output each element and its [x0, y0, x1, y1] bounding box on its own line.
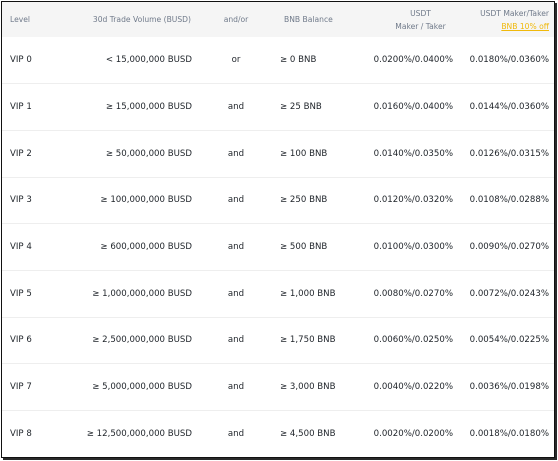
table-row: VIP 3 ≥ 100,000,000 BUSD and ≥ 250 BNB 0…	[2, 177, 554, 224]
table-row: VIP 7 ≥ 5,000,000,000 BUSD and ≥ 3,000 B…	[2, 364, 554, 411]
cell-level: VIP 1	[10, 102, 32, 113]
header-usdt-maker-taker: USDT Maker / Taker	[366, 2, 457, 37]
cell-usdt-fee: 0.0040%/0.0220%	[373, 382, 453, 393]
table-row: VIP 1 ≥ 15,000,000 BUSD and ≥ 25 BNB 0.0…	[2, 84, 554, 131]
cell-level: VIP 3	[10, 195, 32, 206]
cell-and-or: and	[227, 288, 245, 299]
bnb-discount-link[interactable]: BNB 10% off	[501, 21, 549, 31]
cell-usdt-discount-fee: 0.0072%/0.0243%	[469, 288, 549, 299]
cell-usdt-fee: 0.0020%/0.0200%	[373, 429, 453, 440]
cell-bnb-balance: ≥ 1,750 BNB	[280, 335, 336, 346]
cell-usdt-fee: 0.0160%/0.0400%	[373, 102, 453, 113]
cell-trade-volume: ≥ 100,000,000 BUSD	[100, 195, 192, 206]
cell-and-or: and	[227, 429, 245, 440]
header-trade-volume: 30d Trade Volume (BUSD)	[92, 15, 191, 24]
table-row: VIP 6 ≥ 2,500,000,000 BUSD and ≥ 1,750 B…	[2, 317, 554, 364]
cell-usdt-discount-fee: 0.0144%/0.0360%	[469, 102, 549, 113]
table-header: Level 30d Trade Volume (BUSD) and/or BNB…	[2, 2, 554, 37]
cell-trade-volume: ≥ 600,000,000 BUSD	[100, 242, 192, 253]
cell-usdt-fee: 0.0100%/0.0300%	[373, 242, 453, 253]
header-and-or: and/or	[223, 15, 249, 24]
header-level: Level	[10, 15, 31, 24]
cell-level: VIP 0	[10, 55, 32, 66]
header-usdt-line1: USDT	[410, 8, 431, 18]
table-row: VIP 4 ≥ 600,000,000 BUSD and ≥ 500 BNB 0…	[2, 224, 554, 271]
cell-usdt-discount-fee: 0.0036%/0.0198%	[469, 382, 549, 393]
cell-usdt-fee: 0.0060%/0.0250%	[373, 335, 453, 346]
header-usdt-line2: Maker / Taker	[395, 21, 446, 31]
header-row: Level 30d Trade Volume (BUSD) and/or BNB…	[2, 2, 554, 37]
cell-and-or: and	[227, 195, 245, 206]
cell-usdt-fee: 0.0120%/0.0320%	[373, 195, 453, 206]
cell-level: VIP 7	[10, 382, 32, 393]
cell-bnb-balance: ≥ 500 BNB	[280, 242, 328, 253]
cell-level: VIP 8	[10, 429, 32, 440]
cell-usdt-discount-fee: 0.0054%/0.0225%	[469, 335, 549, 346]
header-discount-line1: USDT Maker/Taker	[480, 8, 549, 18]
table-row: VIP 2 ≥ 50,000,000 BUSD and ≥ 100 BNB 0.…	[2, 130, 554, 178]
cell-bnb-balance: ≥ 250 BNB	[280, 195, 328, 206]
cell-usdt-fee: 0.0080%/0.0270%	[373, 288, 453, 299]
cell-usdt-fee: 0.0200%/0.0400%	[373, 55, 453, 66]
cell-trade-volume: ≥ 12,500,000,000 BUSD	[86, 429, 192, 440]
cell-trade-volume: < 15,000,000 BUSD	[105, 55, 192, 66]
header-usdt-discount: USDT Maker/Taker BNB 10% off	[457, 2, 554, 37]
cell-trade-volume: ≥ 2,500,000,000 BUSD	[92, 335, 192, 346]
header-bnb-balance: BNB Balance	[284, 15, 333, 24]
cell-trade-volume: ≥ 1,000,000,000 BUSD	[92, 288, 192, 299]
cell-level: VIP 4	[10, 242, 32, 253]
cell-usdt-discount-fee: 0.0108%/0.0288%	[469, 195, 549, 206]
cell-trade-volume: ≥ 5,000,000,000 BUSD	[92, 382, 192, 393]
cell-level: VIP 5	[10, 288, 32, 299]
table-body: VIP 0 < 15,000,000 BUSD or ≥ 0 BNB 0.020…	[2, 37, 554, 457]
cell-and-or: and	[227, 335, 245, 346]
cell-bnb-balance: ≥ 0 BNB	[280, 55, 317, 66]
cell-usdt-discount-fee: 0.0180%/0.0360%	[469, 55, 549, 66]
cell-bnb-balance: ≥ 3,000 BNB	[280, 382, 336, 393]
cell-trade-volume: ≥ 15,000,000 BUSD	[105, 102, 192, 113]
cell-and-or: and	[227, 102, 245, 113]
cell-level: VIP 2	[10, 148, 32, 159]
cell-trade-volume: ≥ 50,000,000 BUSD	[105, 148, 192, 159]
vip-fee-table: Level 30d Trade Volume (BUSD) and/or BNB…	[2, 2, 554, 457]
cell-and-or: and	[227, 148, 245, 159]
table-row: VIP 8 ≥ 12,500,000,000 BUSD and ≥ 4,500 …	[2, 411, 554, 458]
cell-bnb-balance: ≥ 1,000 BNB	[280, 288, 336, 299]
table-row: VIP 5 ≥ 1,000,000,000 BUSD and ≥ 1,000 B…	[2, 270, 554, 318]
cell-and-or: and	[227, 382, 245, 393]
cell-bnb-balance: ≥ 100 BNB	[280, 148, 328, 159]
cell-and-or: and	[227, 242, 245, 253]
cell-level: VIP 6	[10, 335, 32, 346]
cell-bnb-balance: ≥ 25 BNB	[280, 102, 322, 113]
cell-usdt-discount-fee: 0.0090%/0.0270%	[469, 242, 549, 253]
cell-usdt-discount-fee: 0.0126%/0.0315%	[469, 148, 549, 159]
cell-bnb-balance: ≥ 4,500 BNB	[280, 429, 336, 440]
cell-usdt-fee: 0.0140%/0.0350%	[373, 148, 453, 159]
cell-usdt-discount-fee: 0.0018%/0.0180%	[469, 429, 549, 440]
table-row: VIP 0 < 15,000,000 BUSD or ≥ 0 BNB 0.020…	[2, 37, 554, 84]
cell-and-or: or	[231, 55, 241, 66]
